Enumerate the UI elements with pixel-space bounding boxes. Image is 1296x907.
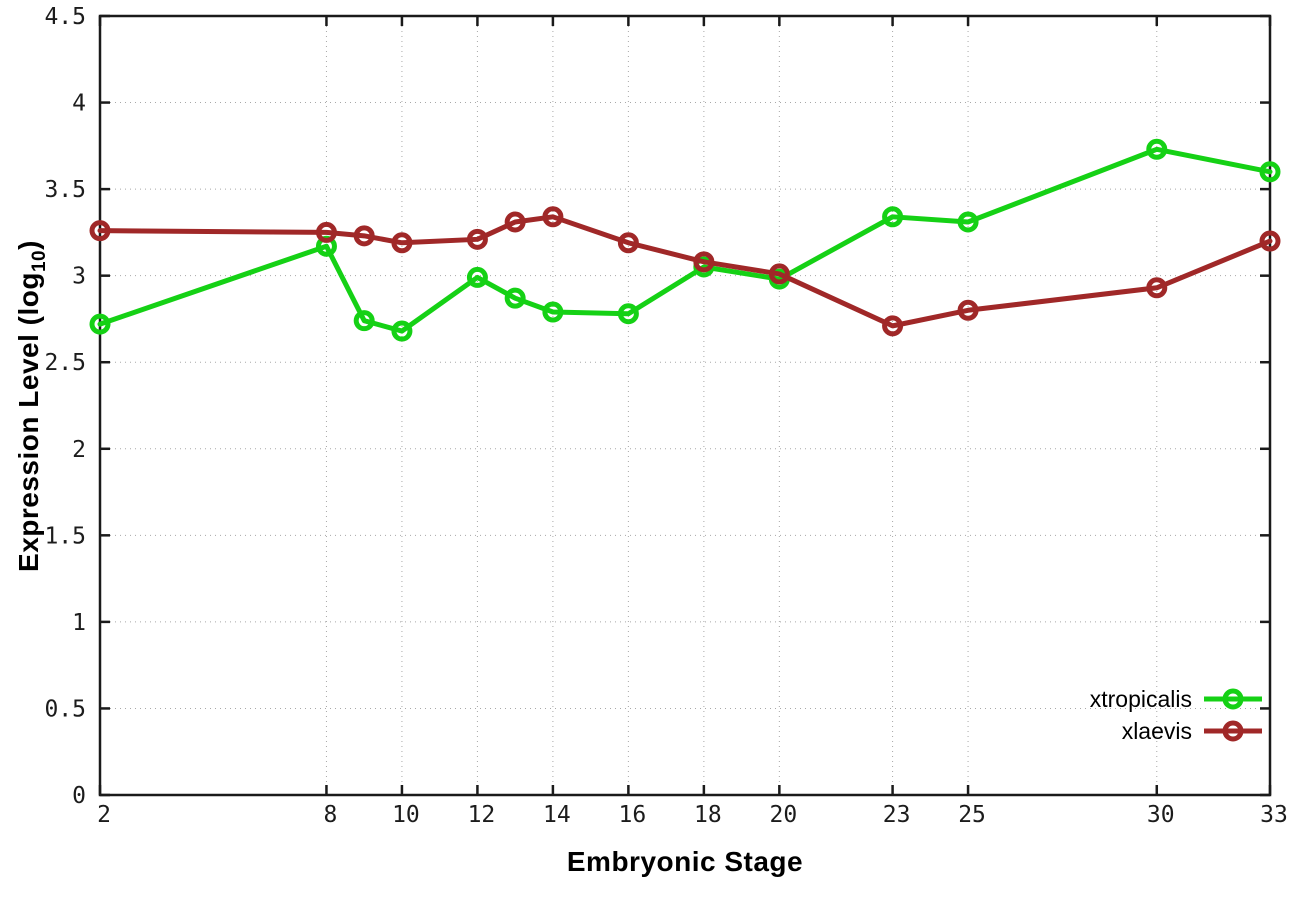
x-tick-label: 23 xyxy=(883,802,911,828)
y-tick-label: 0 xyxy=(72,783,86,809)
x-tick-label: 20 xyxy=(770,802,798,828)
data-point-xlaevis xyxy=(1146,277,1168,299)
data-point-xtropicalis xyxy=(466,266,488,288)
data-point-xtropicalis xyxy=(882,206,904,228)
y-axis-title: Expression Level (log10) xyxy=(13,240,51,572)
y-tick-label: 3.5 xyxy=(44,177,86,203)
data-point-xlaevis xyxy=(957,299,979,321)
x-tick-label: 25 xyxy=(958,802,986,828)
data-point-xlaevis xyxy=(391,232,413,254)
legend-label: xtropicalis xyxy=(1089,685,1192,712)
data-point-xlaevis xyxy=(89,220,111,242)
series-line-xtropicalis xyxy=(97,146,1273,334)
legend-label: xlaevis xyxy=(1121,717,1192,744)
data-point-xtropicalis xyxy=(89,313,111,335)
data-point-xlaevis xyxy=(617,232,639,254)
data-point-xlaevis xyxy=(882,315,904,337)
y-tick-label: 2.5 xyxy=(44,350,86,376)
x-tick-label: 14 xyxy=(543,802,571,828)
y-tick-label: 3 xyxy=(72,264,86,290)
x-tick-label: 10 xyxy=(392,802,420,828)
data-point-xlaevis xyxy=(542,206,564,228)
series-line-xlaevis xyxy=(97,214,1273,329)
y-tick-label: 1 xyxy=(72,610,86,636)
data-point-xtropicalis xyxy=(542,301,564,323)
x-tick-label: 2 xyxy=(97,802,111,828)
data-point-xtropicalis xyxy=(1259,161,1281,183)
legend-item-xlaevis: xlaevis xyxy=(1122,716,1264,746)
y-tick-label: 0.5 xyxy=(44,696,86,722)
data-point-xlaevis xyxy=(466,228,488,250)
plot-border xyxy=(98,14,1272,797)
y-tick-label: 4.5 xyxy=(44,4,86,30)
x-axis-title: Embryonic Stage xyxy=(566,846,804,877)
data-point-xtropicalis xyxy=(957,211,979,233)
data-point-xlaevis xyxy=(1259,230,1281,252)
legend: xtropicalis xlaevis xyxy=(1090,684,1264,746)
legend-marker-xtropicalis xyxy=(1204,688,1262,710)
legend-item-xtropicalis: xtropicalis xyxy=(1090,684,1264,714)
y-axis-title-subscript: 10 xyxy=(28,249,50,273)
data-point-xlaevis xyxy=(504,211,526,233)
data-point-xlaevis xyxy=(693,251,715,273)
y-tick-label: 2 xyxy=(72,437,86,463)
y-tick-label: 1.5 xyxy=(44,523,86,549)
y-axis-title-text: Expression Level (log xyxy=(13,272,45,572)
x-tick-label: 30 xyxy=(1147,802,1175,828)
data-point-xtropicalis xyxy=(617,303,639,325)
data-point-xtropicalis xyxy=(504,287,526,309)
x-tick-label: 33 xyxy=(1260,802,1288,828)
x-tick-label: 16 xyxy=(619,802,647,828)
data-point-xtropicalis xyxy=(1146,138,1168,160)
data-point-xlaevis xyxy=(315,221,337,243)
data-point-xtropicalis xyxy=(391,320,413,342)
data-point-xlaevis xyxy=(353,225,375,247)
x-tick-label: 12 xyxy=(468,802,496,828)
data-point-xtropicalis xyxy=(353,310,375,332)
legend-marker-xlaevis xyxy=(1204,720,1262,742)
x-tick-label: 18 xyxy=(694,802,722,828)
x-tick-label: 8 xyxy=(324,802,338,828)
y-axis-title-close: ) xyxy=(13,240,45,250)
data-point-xlaevis xyxy=(768,263,790,285)
y-tick-label: 4 xyxy=(72,91,86,117)
